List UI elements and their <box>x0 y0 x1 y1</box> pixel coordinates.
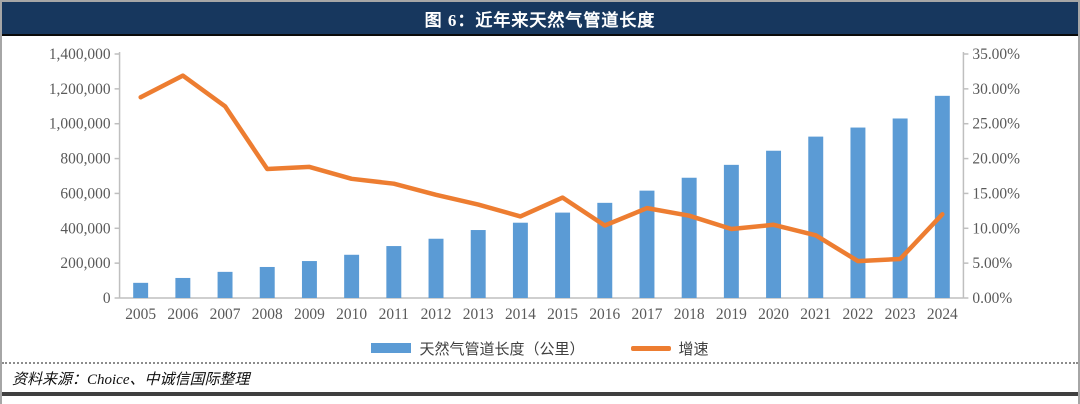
svg-text:5.00%: 5.00% <box>972 255 1012 272</box>
source-note: 资料来源：Choice、中诚信国际整理 <box>12 371 250 388</box>
svg-text:2012: 2012 <box>421 306 452 323</box>
source-row: 资料来源：Choice、中诚信国际整理 <box>2 364 1078 392</box>
svg-text:25.00%: 25.00% <box>972 116 1020 133</box>
svg-text:2016: 2016 <box>589 306 620 323</box>
svg-text:1,400,000: 1,400,000 <box>49 46 111 63</box>
bar-2012 <box>428 238 444 298</box>
svg-text:2014: 2014 <box>505 306 536 323</box>
svg-text:10.00%: 10.00% <box>972 220 1020 237</box>
bar-2009 <box>301 261 317 298</box>
svg-text:1,000,000: 1,000,000 <box>49 116 111 133</box>
x-axis-labels: 2005 2006 2007 2008 2009 2010 2011 2012 2013 2014… <box>125 306 958 323</box>
bar-2024 <box>934 95 950 298</box>
svg-text:800,000: 800,000 <box>60 151 110 168</box>
svg-text:2009: 2009 <box>294 306 325 323</box>
svg-text:2018: 2018 <box>674 306 705 323</box>
svg-text:600,000: 600,000 <box>60 185 110 202</box>
svg-text:0.00%: 0.00% <box>972 290 1012 307</box>
svg-text:2022: 2022 <box>843 306 874 323</box>
svg-text:2008: 2008 <box>252 306 283 323</box>
svg-text:400,000: 400,000 <box>60 220 110 237</box>
svg-text:2021: 2021 <box>800 306 831 323</box>
svg-text:0: 0 <box>103 290 111 307</box>
bottom-accent-bar <box>2 392 1078 396</box>
svg-text:2015: 2015 <box>547 306 578 323</box>
bar-2023 <box>892 118 908 298</box>
bar-2008 <box>259 266 275 298</box>
svg-text:2007: 2007 <box>210 306 241 323</box>
bar-2007 <box>217 271 233 298</box>
svg-text:200,000: 200,000 <box>60 255 110 272</box>
svg-text:1,200,000: 1,200,000 <box>49 81 111 98</box>
growth-rate-line <box>138 73 945 264</box>
bar-2013 <box>470 230 486 298</box>
bar-series-swatch-icon <box>371 343 412 353</box>
legend-item-growth: 增速 <box>630 338 709 359</box>
svg-text:2023: 2023 <box>885 306 916 323</box>
bottom-spacer <box>2 396 1078 402</box>
chart-area: 1,400,000 1,200,000 1,000,000 800,000 600,00… <box>2 36 1078 336</box>
svg-text:2017: 2017 <box>632 306 663 323</box>
bar-series <box>133 95 950 298</box>
svg-text:2006: 2006 <box>167 306 198 323</box>
bar-2021 <box>808 136 824 298</box>
legend-label-growth: 增速 <box>678 341 709 358</box>
svg-text:2011: 2011 <box>379 306 409 323</box>
bar-2006 <box>175 277 191 298</box>
svg-text:2020: 2020 <box>758 306 789 323</box>
svg-text:35.00%: 35.00% <box>972 46 1020 63</box>
bar-2015 <box>555 212 571 298</box>
line-series-swatch-icon <box>630 345 671 351</box>
bar-2010 <box>344 254 360 298</box>
bar-2014 <box>512 222 528 298</box>
bar-2011 <box>386 246 402 298</box>
svg-text:20.00%: 20.00% <box>972 151 1020 168</box>
bar-2005 <box>133 282 149 298</box>
svg-text:2005: 2005 <box>125 306 156 323</box>
bar-2022 <box>850 127 866 298</box>
svg-text:2024: 2024 <box>927 306 958 323</box>
svg-text:15.00%: 15.00% <box>972 185 1020 202</box>
legend-label-pipeline: 天然气管道长度（公里） <box>419 341 585 358</box>
dotted-divider <box>2 362 1078 364</box>
bar-2017 <box>639 190 655 298</box>
svg-text:2013: 2013 <box>463 306 494 323</box>
chart-legend: 天然气管道长度（公里） 增速 <box>2 336 1078 360</box>
right-axis: 35.00% 30.00% 25.00% 20.00% 15.00% 10.00% 5.00… <box>963 46 1020 307</box>
svg-text:2010: 2010 <box>336 306 367 323</box>
bar-2016 <box>597 202 613 298</box>
svg-text:2019: 2019 <box>716 306 747 323</box>
svg-text:30.00%: 30.00% <box>972 81 1020 98</box>
bar-2018 <box>681 177 697 298</box>
figure-title: 图 6：近年来天然气管道长度 <box>424 10 656 30</box>
pipeline-chart: 1,400,000 1,200,000 1,000,000 800,000 600,00… <box>49 46 1020 323</box>
bar-2019 <box>723 164 739 298</box>
figure-title-bar: 图 6：近年来天然气管道长度 <box>2 2 1078 36</box>
left-axis: 1,400,000 1,200,000 1,000,000 800,000 600,00… <box>49 46 120 307</box>
legend-item-pipeline: 天然气管道长度（公里） <box>371 338 585 359</box>
